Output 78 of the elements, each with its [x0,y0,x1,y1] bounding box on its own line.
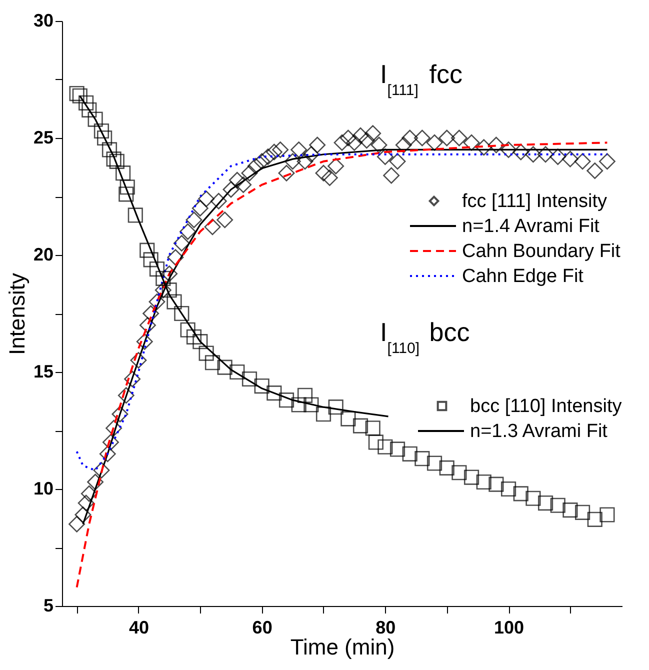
point [291,397,306,412]
point [180,322,196,338]
point [78,95,94,110]
point [106,152,122,167]
point [192,334,208,350]
point [538,496,554,511]
point [476,474,492,490]
point [278,392,294,408]
point [72,88,88,104]
point [562,502,578,518]
point [149,262,165,277]
point [600,507,615,522]
point [166,294,182,310]
point [297,388,313,403]
point [94,123,110,139]
point [426,456,442,471]
legend-label: Cahn Boundary Fit [462,241,622,262]
point [69,86,84,102]
point [186,329,202,344]
point [266,386,282,401]
y-tick-label: 15 [33,362,54,382]
y-tick-label: 30 [33,10,54,30]
x-axis-title: Time (min) [290,634,395,660]
point [143,252,158,268]
point [120,180,135,195]
point [97,130,112,146]
point [500,481,516,497]
point [198,346,214,361]
point [88,112,103,127]
y-tick-label: 10 [33,478,54,498]
point [109,154,124,169]
point [340,411,356,426]
point [513,486,528,502]
x-tick-label: 100 [494,618,524,638]
point [464,470,480,485]
point [254,378,270,394]
point [526,490,541,506]
legend-label: fcc [111] Intensity [462,191,608,212]
y-tick-label: 20 [33,244,54,264]
point [118,186,134,202]
point [550,498,566,513]
x-tick-label: 80 [376,618,396,638]
point [140,242,155,258]
x-tick-label: 40 [128,618,149,638]
point [402,446,418,462]
legend-label: n=1.4 Avrami Fit [462,216,600,237]
point [352,418,368,434]
point [304,397,319,412]
point [174,306,190,322]
y-axis-title: Intensity [4,273,30,355]
point [242,371,258,387]
point [230,364,245,380]
point [365,420,380,436]
point [102,142,118,158]
point [204,355,220,370]
x-tick-label: 60 [252,618,272,638]
point [82,102,97,118]
point [328,400,344,415]
point [156,270,171,286]
legend-label: Cahn Edge Fit [462,266,584,287]
point [574,504,590,520]
point [162,282,177,298]
y-tick-label: 5 [43,596,54,616]
point [488,476,504,492]
point [378,439,393,454]
point [217,360,232,375]
point [390,442,406,457]
y-tick-label: 25 [33,128,54,148]
point [587,512,602,527]
point [414,451,430,466]
point [452,465,467,480]
legend-label: n=1.3 Avrami Fit [470,421,608,442]
point [116,166,131,181]
point [128,208,143,223]
point [316,406,332,422]
point [368,434,384,450]
point [439,460,454,476]
legend-label: bcc [110] Intensity [470,396,622,417]
